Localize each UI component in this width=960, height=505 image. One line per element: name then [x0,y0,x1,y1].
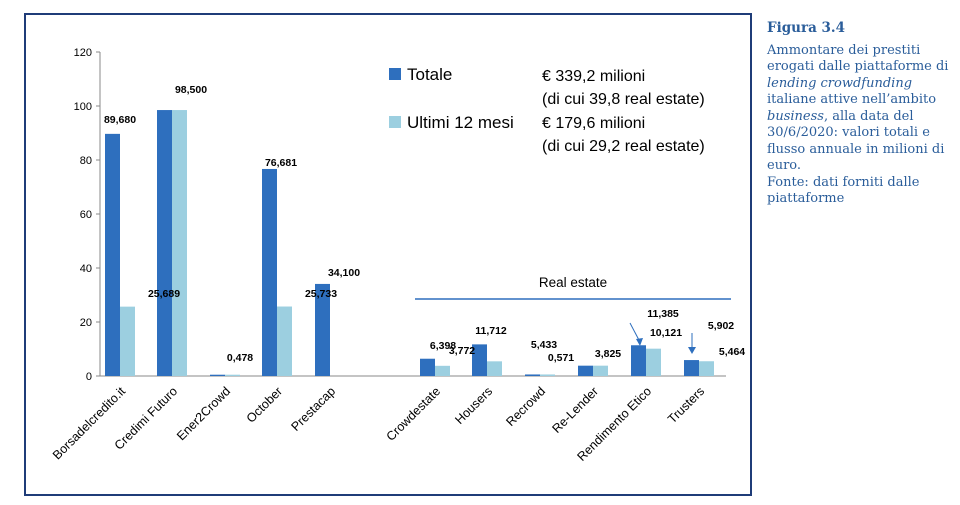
x-tick-label: Trusters [665,384,707,426]
data-label-ultimi: 25,733 [305,288,337,300]
data-label-totale: 0,478 [227,352,253,364]
y-tick-label: 100 [74,101,92,113]
bar-totale-prestacap [315,283,330,376]
caption-text-3: , alla data del 30/6/2020: valori totali… [767,108,945,174]
bar-totale-ener2crowd [210,374,225,376]
caption-title: Figura 3.4 [767,20,846,36]
caption-text-2: italiane attive nell’ambito [767,92,937,107]
bar-totale-crowdestate [420,358,435,376]
data-label-totale: 0,571 [548,352,574,364]
bar-ultimi-recrowd [540,374,555,376]
label-arrow-head [688,347,696,354]
x-tick-label: Housers [452,384,495,427]
bar-totale-re-lender [578,365,593,376]
bar-ultimi-crowdestate [435,365,450,376]
caption-italic-1: lending crowdfunding [767,75,913,91]
data-label-totale: 76,681 [265,157,297,169]
caption-text-1: Ammontare dei prestiti erogati dalle pia… [767,42,949,75]
data-label-totale: 6,398 [430,340,456,352]
data-label-ultimi: 5,464 [719,346,745,358]
x-tick-label: Recrowd [503,384,548,429]
x-tick-label: Ener2Crowd [174,384,233,443]
y-tick-label: 40 [80,263,92,275]
bar-ultimi-ener2crowd [225,374,240,376]
bar-totale-borsadelcredito-it [105,133,120,376]
caption-body: Ammontare dei prestiti erogati dalle pia… [767,43,955,175]
x-tick-label: Re-Lender [549,384,601,436]
caption-source: Fonte: dati forniti dalle piattaforme [767,174,920,207]
real-estate-label: Real estate [539,275,607,290]
figure-caption: Figura 3.4 Ammontare dei prestiti erogat… [767,20,955,208]
bar-chart: 0 20 40 60 80 100 120 89,680 98,500 0,478 76,681 34… [50,47,745,464]
bar-ultimi-october [277,306,292,376]
data-label-ultimi: 25,689 [148,288,180,300]
data-label-totale: 3,825 [595,348,621,360]
legend-note-ultimi-1: € 179,6 milioni [542,115,645,132]
legend-label-totale: Totale [407,65,452,84]
y-tick-label: 60 [80,209,92,221]
y-tick-label: 20 [80,317,92,329]
bar-totale-recrowd [525,374,540,376]
x-tick-label: Prestacap [288,384,338,434]
bar-totale-trusters [684,360,699,376]
bar-ultimi-borsadelcredito-it [120,306,135,376]
legend-note-totale-2: (di cui 39,8 real estate) [542,91,705,108]
bar-totale-housers [472,344,487,376]
bar-totale-rendimento-etico [631,345,646,376]
data-label-totale: 11,385 [647,308,679,320]
bar-ultimi-rendimento-etico [646,348,661,376]
legend-swatch-ultimi [389,116,401,128]
legend-swatch-totale [389,68,401,80]
x-tick-label: October [244,384,285,425]
bar-ultimi-credimi-futuro [172,110,187,377]
data-label-totale: 34,100 [328,267,360,279]
y-tick-label: 80 [80,155,92,167]
chart-frame: 0 20 40 60 80 100 120 89,680 98,500 0,478 76,681 34… [24,13,752,496]
legend-note-ultimi-2: (di cui 29,2 real estate) [542,138,705,155]
bar-ultimi-re-lender [593,365,608,376]
legend-label-ultimi: Ultimi 12 mesi [407,113,514,132]
bar-totale-credimi-futuro [157,110,172,377]
data-label-ultimi: 10,121 [650,327,682,339]
data-label-totale: 5,902 [708,320,734,332]
caption-italic-2: business [767,108,824,124]
data-label-totale: 98,500 [175,84,207,96]
bar-ultimi-trusters [699,361,714,376]
legend-note-totale-1: € 339,2 milioni [542,68,645,85]
x-tick-label: Crowdestate [384,384,444,444]
data-label-totale: 89,680 [104,114,136,126]
bar-totale-october [262,168,277,376]
label-arrow-head [636,338,643,346]
bar-ultimi-housers [487,361,502,376]
data-label-ultimi: 5,433 [531,339,557,351]
data-label-ultimi: 3,772 [449,345,475,357]
y-tick-label: 120 [74,47,92,59]
data-label-totale: 11,712 [475,325,507,337]
x-tick-label: Borsadelcredito.it [50,384,129,463]
y-tick-label: 0 [86,371,92,383]
